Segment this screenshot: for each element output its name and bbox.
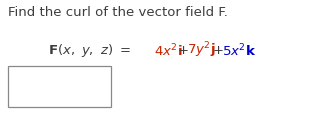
Text: $+$: $+$ <box>212 44 224 57</box>
Text: $4x^2\mathbf{i}$: $4x^2\mathbf{i}$ <box>154 42 183 58</box>
Text: $\mathbf{F}(x,\ y,\ z)\ =\ $: $\mathbf{F}(x,\ y,\ z)\ =\ $ <box>48 42 131 59</box>
Text: $+$: $+$ <box>177 44 188 57</box>
Text: Find the curl of the vector field F.: Find the curl of the vector field F. <box>8 6 228 19</box>
FancyBboxPatch shape <box>8 67 111 107</box>
Text: $7y^2\mathbf{j}$: $7y^2\mathbf{j}$ <box>187 40 216 60</box>
Text: $5x^2\mathbf{k}$: $5x^2\mathbf{k}$ <box>222 42 256 58</box>
